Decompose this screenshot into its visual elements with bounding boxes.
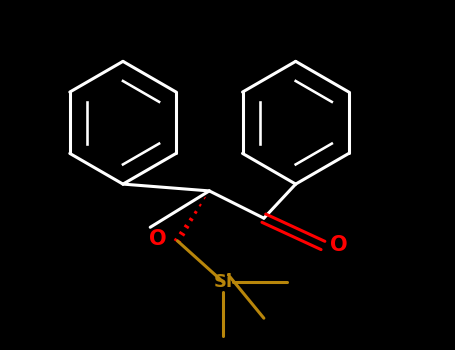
Text: Si: Si: [213, 273, 233, 291]
Text: O: O: [148, 229, 166, 248]
Text: O: O: [330, 236, 348, 256]
